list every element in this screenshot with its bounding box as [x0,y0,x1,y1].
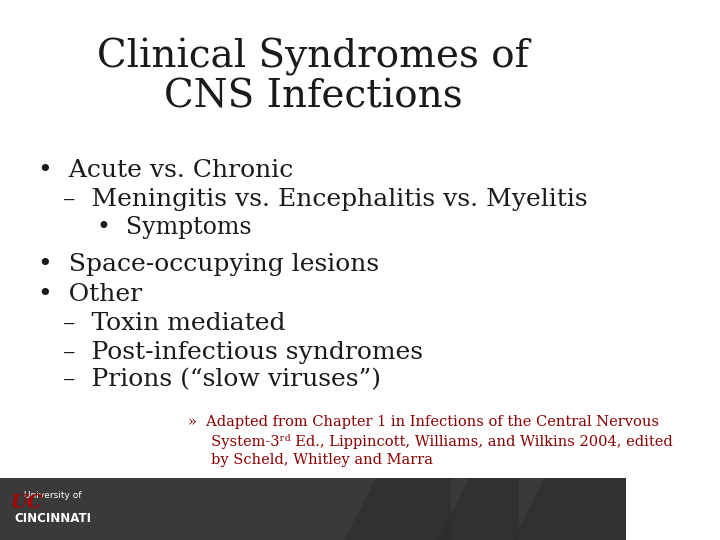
Text: University of: University of [24,491,82,500]
Text: –  Meningitis vs. Encephalitis vs. Myelitis: – Meningitis vs. Encephalitis vs. Myelit… [63,188,588,211]
Text: –  Toxin mediated: – Toxin mediated [63,313,285,335]
Text: •  Acute vs. Chronic: • Acute vs. Chronic [37,159,293,181]
Polygon shape [344,478,451,540]
Text: UC: UC [10,494,42,512]
Text: –  Post-infectious syndromes: – Post-infectious syndromes [63,341,423,363]
Text: CNS Infections: CNS Infections [163,79,462,116]
Text: »  Adapted from Chapter 1 in Infections of the Central Nervous: » Adapted from Chapter 1 in Infections o… [188,415,659,429]
Text: –  Prions (“slow viruses”): – Prions (“slow viruses”) [63,369,381,392]
Text: CINCINNATI: CINCINNATI [14,512,91,525]
Text: System-3ʳᵈ Ed., Lippincott, Williams, and Wilkins 2004, edited: System-3ʳᵈ Ed., Lippincott, Williams, an… [188,434,672,449]
Text: by Scheld, Whitley and Marra: by Scheld, Whitley and Marra [188,453,433,467]
Polygon shape [513,478,626,540]
FancyBboxPatch shape [0,478,626,540]
Text: •  Other: • Other [37,283,142,306]
Polygon shape [438,478,519,540]
Text: •  Space-occupying lesions: • Space-occupying lesions [37,253,379,276]
Text: •  Symptoms: • Symptoms [97,217,251,239]
Text: Clinical Syndromes of: Clinical Syndromes of [97,38,529,76]
